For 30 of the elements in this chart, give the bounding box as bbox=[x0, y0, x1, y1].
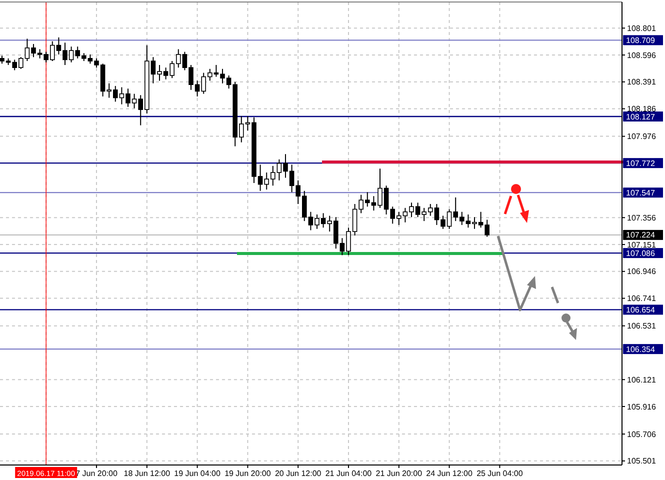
x-tick-label: 24 Jun 12:00 bbox=[426, 469, 473, 478]
y-tick-label: 108.186 bbox=[627, 104, 656, 114]
ref-line-label: 106.354 bbox=[626, 344, 656, 354]
y-tick-label: 108.391 bbox=[627, 78, 656, 87]
y-tick-label: 107.356 bbox=[627, 213, 656, 222]
ref-line-label: 107.547 bbox=[626, 188, 656, 198]
y-tick-label: 107.976 bbox=[627, 132, 656, 142]
ref-line-label: 108.709 bbox=[626, 36, 656, 45]
ref-line-label: 106.654 bbox=[626, 306, 656, 315]
y-tick-label: 105.916 bbox=[627, 402, 656, 412]
ref-line-label: 107.086 bbox=[626, 248, 656, 258]
x-tick-label: 20 Jun 12:00 bbox=[274, 469, 322, 478]
x-tick-label: 21 Jun 20:00 bbox=[376, 469, 423, 478]
y-tick-label: 107.151 bbox=[627, 240, 656, 250]
x-tick-label: 18 Jun 12:00 bbox=[124, 469, 171, 478]
y-tick-label: 108.801 bbox=[627, 24, 656, 33]
y-tick-label: 105.706 bbox=[627, 430, 656, 439]
x-tick-label: 25 Jun 04:00 bbox=[476, 469, 524, 478]
x-tick-label: 21 Jun 04:00 bbox=[325, 469, 372, 478]
y-tick-label: 106.531 bbox=[627, 322, 656, 331]
y-tick-label: 106.741 bbox=[627, 294, 656, 304]
ref-line-label: 108.127 bbox=[626, 112, 656, 122]
y-tick-label: 106.121 bbox=[627, 375, 656, 384]
y-tick-label: 105.501 bbox=[627, 456, 656, 466]
y-tick-label: 108.596 bbox=[627, 50, 656, 60]
y-tick-label: 106.946 bbox=[627, 267, 656, 276]
ref-line-label: 107.772 bbox=[626, 158, 656, 168]
ref-line-label: 107.224 bbox=[626, 230, 656, 240]
x-tick-label: 19 Jun 20:00 bbox=[224, 469, 272, 478]
x-tick-label: 19 Jun 04:00 bbox=[174, 469, 221, 478]
